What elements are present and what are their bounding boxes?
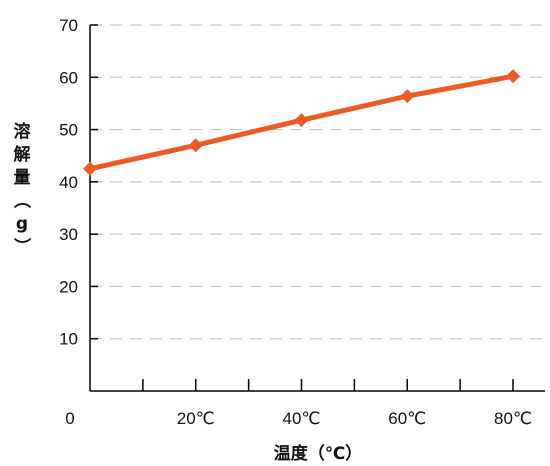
data-point (506, 69, 520, 84)
data-point (188, 138, 203, 153)
x-tick-label: 80℃ (494, 409, 532, 428)
x-axis-title: 温度（℃） (274, 443, 363, 464)
x-tick-label: 20℃ (177, 409, 215, 428)
y-tick-label: 10 (59, 330, 78, 349)
data-point (400, 89, 415, 104)
x-origin-label: 0 (65, 409, 74, 428)
y-ticks: 10 20 30 40 50 60 70 (59, 16, 98, 349)
y-tick-label: 30 (59, 225, 78, 244)
y-axis-title: 溶解量 （ g ） (11, 121, 32, 255)
x-tick-label: 60℃ (388, 409, 426, 428)
y-axis-title-char: g (16, 214, 28, 234)
data-point (83, 161, 97, 176)
y-axis-title-char: 量 (14, 167, 31, 188)
series-layer (83, 69, 520, 176)
x-ticks: 20℃ 40℃ 60℃ 80℃ (142, 379, 532, 428)
y-tick-label: 70 (59, 16, 78, 35)
y-tick-label: 20 (59, 277, 78, 296)
y-axis-title-char: 解 (14, 144, 31, 165)
y-axis-title-char: （ (11, 192, 32, 209)
x-tick-label: 40℃ (282, 409, 320, 428)
gridlines (90, 24, 545, 340)
y-tick-label: 40 (59, 173, 78, 192)
y-axis-title-char: ） (11, 238, 32, 255)
y-tick-label: 50 (59, 121, 78, 140)
data-point (294, 113, 309, 128)
y-tick-label: 60 (59, 68, 78, 87)
y-axis-title-char: 溶 (14, 121, 31, 142)
